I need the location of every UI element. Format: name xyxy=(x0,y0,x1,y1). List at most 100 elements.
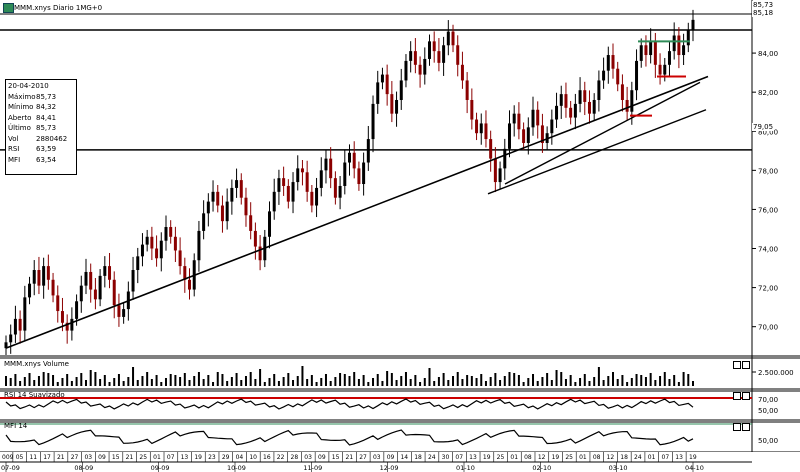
candle-body xyxy=(84,271,88,286)
candle-body xyxy=(56,295,60,312)
volume-bar xyxy=(475,378,478,386)
candle-body xyxy=(446,31,450,46)
volume-bar xyxy=(150,379,153,386)
volume-bar xyxy=(37,376,40,386)
candle-body xyxy=(578,90,582,104)
candle-body xyxy=(498,168,502,183)
info-box[interactable]: 20-04-2010 Máximo 85,73 Mínimo 84,32 Abert… xyxy=(5,79,77,175)
volume-bar xyxy=(19,381,22,386)
volume-bar xyxy=(179,377,182,386)
rsi-pane-close-icon[interactable] xyxy=(733,392,741,400)
x-day-label: 07 xyxy=(167,454,175,461)
candle-body xyxy=(112,279,116,306)
candle-body xyxy=(79,285,83,302)
x-day-label: 08 xyxy=(524,454,532,461)
candle-body xyxy=(164,227,168,241)
volume-bar xyxy=(414,375,417,386)
volume-bar xyxy=(329,381,332,386)
candle-body xyxy=(569,107,573,118)
volume-bar xyxy=(616,379,619,386)
volume-bar xyxy=(353,372,356,386)
volume-bar xyxy=(5,376,7,386)
candle-body xyxy=(23,297,27,331)
volume-bar xyxy=(357,379,360,386)
volume-bar xyxy=(452,376,455,386)
candle-body xyxy=(512,113,516,124)
mfi-pane-close-icon-2[interactable] xyxy=(742,423,750,431)
volume-bar xyxy=(80,373,83,386)
rsi-pane-close-icon-2[interactable] xyxy=(742,392,750,400)
info-row: Máximo 85,73 xyxy=(8,92,57,101)
pane-axis-label: 50,00 xyxy=(758,437,778,445)
volume-bar xyxy=(499,380,502,386)
x-day-label: 13 xyxy=(675,454,683,461)
volume-bar xyxy=(207,375,210,386)
volume-bar xyxy=(447,380,450,386)
candle-body xyxy=(277,178,281,192)
candle-body xyxy=(418,64,422,75)
volume-bar xyxy=(183,373,186,386)
volume-bar xyxy=(597,367,600,386)
y-tick-label: 84,00 xyxy=(758,50,778,58)
info-row: MFI 63,54 xyxy=(8,155,57,164)
chart-app-icon xyxy=(3,3,14,13)
volume-bar xyxy=(296,376,299,386)
volume-bar xyxy=(160,382,163,386)
candle-body xyxy=(602,70,606,81)
volume-bar xyxy=(212,382,215,386)
x-month-label: 08-09 xyxy=(74,464,93,472)
candle-body xyxy=(427,41,431,59)
volume-bar xyxy=(456,372,459,386)
x-day-label: 009 xyxy=(2,454,14,461)
candle-body xyxy=(465,80,469,100)
volume-bar xyxy=(94,372,97,386)
volume-pane-close-icon[interactable] xyxy=(733,361,741,369)
volume-bar xyxy=(216,372,219,386)
volume-bar xyxy=(202,379,205,386)
candle-body xyxy=(98,275,102,300)
candle-body xyxy=(319,170,323,188)
candle-body xyxy=(169,227,173,237)
mfi-pane-close-icon[interactable] xyxy=(733,423,741,431)
candle-body xyxy=(343,162,347,186)
x-day-label: 25 xyxy=(565,454,573,461)
candle-body xyxy=(13,318,17,335)
volume-bar xyxy=(320,378,323,386)
volume-bar xyxy=(28,373,31,386)
volume-bar xyxy=(155,375,158,386)
candle-body xyxy=(456,45,460,65)
candle-body xyxy=(286,185,290,202)
candle-body xyxy=(479,123,483,134)
candle-body xyxy=(183,266,187,280)
candle-body xyxy=(117,305,121,317)
candle-body xyxy=(272,191,276,212)
rsi-pane-title: RSI 14 Suavizado xyxy=(4,391,65,399)
candle-body xyxy=(253,230,257,247)
volume-bar xyxy=(56,382,59,386)
candle-body xyxy=(630,90,634,112)
info-row: Aberto 84,41 xyxy=(8,113,57,122)
candle-body xyxy=(348,152,351,163)
x-day-label: 25 xyxy=(497,454,505,461)
x-day-label: 03 xyxy=(84,454,92,461)
volume-pane-close-icon-2[interactable] xyxy=(742,361,750,369)
x-day-label: 27 xyxy=(359,454,367,461)
candle-body xyxy=(531,109,535,128)
candle-body xyxy=(65,322,69,331)
volume-bar xyxy=(376,374,379,386)
x-day-label: 29 xyxy=(222,454,230,461)
candle-body xyxy=(682,45,686,56)
candle-body xyxy=(211,191,215,202)
x-day-label: 03 xyxy=(304,454,312,461)
info-row: Mínimo 84,32 xyxy=(8,103,57,111)
volume-bar xyxy=(433,381,436,386)
pane-axis-label: 50,00 xyxy=(758,407,778,415)
support-level-label: 79,05 xyxy=(752,123,775,131)
volume-bar xyxy=(367,382,370,386)
volume-bar xyxy=(292,380,295,386)
candle-body xyxy=(155,248,159,259)
volume-bar xyxy=(569,375,572,386)
candle-body xyxy=(616,68,620,85)
candle-body xyxy=(136,256,140,271)
